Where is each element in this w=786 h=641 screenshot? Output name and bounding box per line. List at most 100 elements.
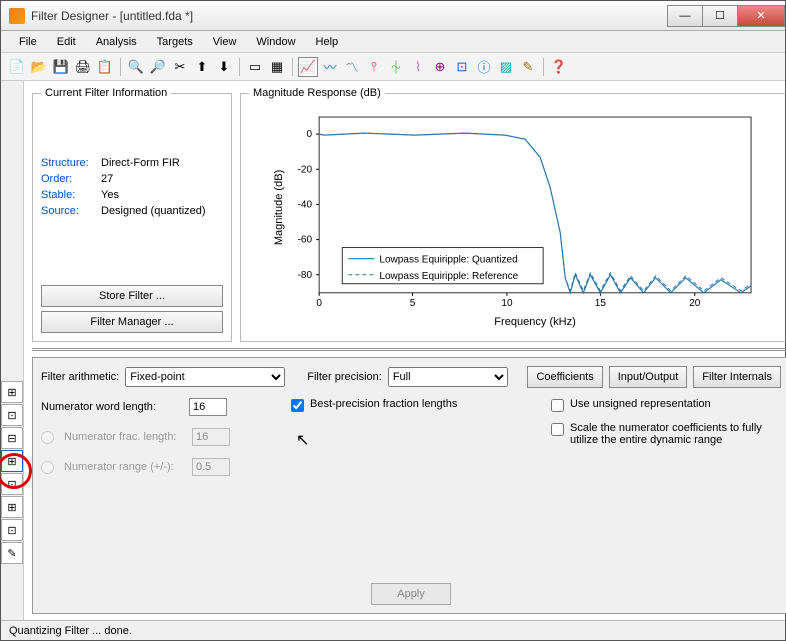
magnitude-chart: 0 -20 -40 -60 -80 0 5 10 15 20 (249, 107, 781, 333)
num-frac-len-label: Numerator frac. length: (64, 431, 184, 443)
svg-text:-40: -40 (298, 199, 313, 210)
chart-xlabel: Frequency (kHz) (494, 316, 576, 328)
svg-text:5: 5 (410, 298, 416, 309)
printpreview-icon[interactable]: 📋 (95, 57, 115, 77)
info-label-structure: Structure: (41, 157, 101, 169)
plot5-icon[interactable]: ⏆ (386, 57, 406, 77)
info-val-stable: Yes (101, 189, 119, 201)
svg-text:-80: -80 (298, 270, 313, 281)
plot10-icon[interactable]: ✎ (518, 57, 538, 77)
new-icon[interactable]: 📄 (7, 57, 27, 77)
print-icon[interactable]: 🖨 (73, 57, 93, 77)
magnitude-response-panel: Magnitude Response (dB) 0 -20 -40 -60 -8… (240, 87, 786, 342)
toolbar: 📄 📂 💾 🖨 📋 🔍 🔎 ✂ ⬆ ⬇ ▭ ▦ 📈 〰 〽 ⫯ ⏆ ⌇ ⊕ ⊡ … (1, 53, 785, 81)
up-icon[interactable]: ⬆ (192, 57, 212, 77)
svg-text:10: 10 (501, 298, 513, 309)
num-word-len-label: Numerator word length: (41, 401, 181, 413)
menu-edit[interactable]: Edit (47, 33, 86, 51)
menu-file[interactable]: File (9, 33, 47, 51)
lt-btn-8[interactable]: ✎ (1, 542, 23, 564)
filter-arith-label: Filter arithmetic: (41, 371, 119, 383)
filter-manager-button[interactable]: Filter Manager ... (41, 311, 223, 333)
plot9-icon[interactable]: ▨ (496, 57, 516, 77)
plot4-icon[interactable]: ⫯ (364, 57, 384, 77)
svg-text:0: 0 (316, 298, 322, 309)
menu-targets[interactable]: Targets (147, 33, 203, 51)
legend-quantized: Lowpass Equiripple: Quantized (379, 255, 517, 266)
apply-button[interactable]: Apply (371, 583, 451, 605)
num-range-input (192, 458, 230, 476)
tool-icon[interactable]: ✂ (170, 57, 190, 77)
info-icon[interactable]: ⓘ (474, 57, 494, 77)
plot2-icon[interactable]: 〰 (320, 57, 340, 77)
plot7-icon[interactable]: ⊕ (430, 57, 450, 77)
best-precision-checkbox[interactable] (291, 399, 304, 412)
filter-prec-label: Filter precision: (307, 371, 382, 383)
info-label-order: Order: (41, 173, 101, 185)
magnitude-response-legend: Magnitude Response (dB) (249, 87, 385, 99)
rect-icon[interactable]: ▭ (245, 57, 265, 77)
info-val-order: 27 (101, 173, 113, 185)
menu-analysis[interactable]: Analysis (86, 33, 147, 51)
lt-btn-1[interactable]: ⊞ (1, 381, 23, 403)
plot1-icon[interactable]: 📈 (298, 57, 318, 77)
lt-btn-4[interactable]: ⊞ (1, 450, 23, 472)
menubar: File Edit Analysis Targets View Window H… (1, 31, 785, 53)
zoomin-icon[interactable]: 🔍 (126, 57, 146, 77)
tab-filter-internals[interactable]: Filter Internals (693, 366, 781, 388)
filter-info-legend: Current Filter Information (41, 87, 171, 99)
num-range-label: Numerator range (+/-): (64, 461, 184, 473)
filter-info-panel: Current Filter Information Structure:Dir… (32, 87, 232, 342)
app-icon (9, 8, 25, 24)
down-icon[interactable]: ⬇ (214, 57, 234, 77)
best-precision-label: Best-precision fraction lengths (310, 398, 457, 410)
num-frac-len-input (192, 428, 230, 446)
lt-btn-2[interactable]: ⊡ (1, 404, 23, 426)
tab-input-output[interactable]: Input/Output (609, 366, 688, 388)
scale-coefficients-label: Scale the numerator coefficients to full… (570, 422, 781, 446)
lt-btn-6[interactable]: ⊞ (1, 496, 23, 518)
window-title: Filter Designer - [untitled.fda *] (31, 9, 668, 23)
plot8-icon[interactable]: ⊡ (452, 57, 472, 77)
quantization-panel: Filter arithmetic: Fixed-point Filter pr… (32, 357, 786, 614)
legend-reference: Lowpass Equiripple: Reference (379, 271, 518, 282)
zoomout-icon[interactable]: 🔎 (148, 57, 168, 77)
lt-btn-7[interactable]: ⊡ (1, 519, 23, 541)
save-icon[interactable]: 💾 (51, 57, 71, 77)
maximize-button[interactable]: ☐ (702, 5, 738, 27)
num-word-len-input[interactable] (189, 398, 227, 416)
filter-arith-select[interactable]: Fixed-point (125, 367, 285, 387)
svg-text:20: 20 (689, 298, 701, 309)
filter-prec-select[interactable]: Full (388, 367, 508, 387)
lt-btn-5[interactable]: ⊡ (1, 473, 23, 495)
left-toolbar: ⊞ ⊡ ⊟ ⊞ ⊡ ⊞ ⊡ ✎ (1, 81, 24, 620)
store-filter-button[interactable]: Store Filter ... (41, 285, 223, 307)
minimize-button[interactable]: — (667, 5, 703, 27)
menu-view[interactable]: View (203, 33, 247, 51)
menu-help[interactable]: Help (306, 33, 349, 51)
lt-btn-3[interactable]: ⊟ (1, 427, 23, 449)
plot3-icon[interactable]: 〽 (342, 57, 362, 77)
open-icon[interactable]: 📂 (29, 57, 49, 77)
chart-ylabel: Magnitude (dB) (273, 170, 285, 245)
menu-window[interactable]: Window (246, 33, 305, 51)
info-label-source: Source: (41, 205, 101, 217)
help-icon[interactable]: ❓ (549, 57, 569, 77)
info-label-stable: Stable: (41, 189, 101, 201)
tab-coefficients[interactable]: Coefficients (527, 366, 602, 388)
svg-text:15: 15 (595, 298, 607, 309)
statusbar: Quantizing Filter ... done. (1, 620, 785, 640)
svg-text:0: 0 (307, 129, 313, 140)
plot6-icon[interactable]: ⌇ (408, 57, 428, 77)
info-val-source: Designed (quantized) (101, 205, 206, 217)
info-val-structure: Direct-Form FIR (101, 157, 180, 169)
close-button[interactable]: ✕ (737, 5, 785, 27)
use-unsigned-checkbox[interactable] (551, 399, 564, 412)
status-text: Quantizing Filter ... done. (9, 625, 132, 637)
svg-text:-60: -60 (298, 235, 313, 246)
titlebar: Filter Designer - [untitled.fda *] — ☐ ✕ (1, 1, 785, 31)
scale-coefficients-checkbox[interactable] (551, 423, 564, 436)
num-range-radio (41, 461, 54, 474)
grid-icon[interactable]: ▦ (267, 57, 287, 77)
num-frac-len-radio (41, 431, 54, 444)
